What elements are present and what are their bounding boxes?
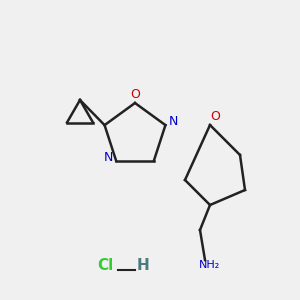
Text: N: N (169, 115, 178, 128)
Text: O: O (130, 88, 140, 101)
Text: Cl: Cl (97, 258, 113, 273)
Text: H: H (136, 258, 149, 273)
Text: NH₂: NH₂ (200, 260, 220, 270)
Text: N: N (103, 151, 113, 164)
Text: O: O (210, 110, 220, 123)
